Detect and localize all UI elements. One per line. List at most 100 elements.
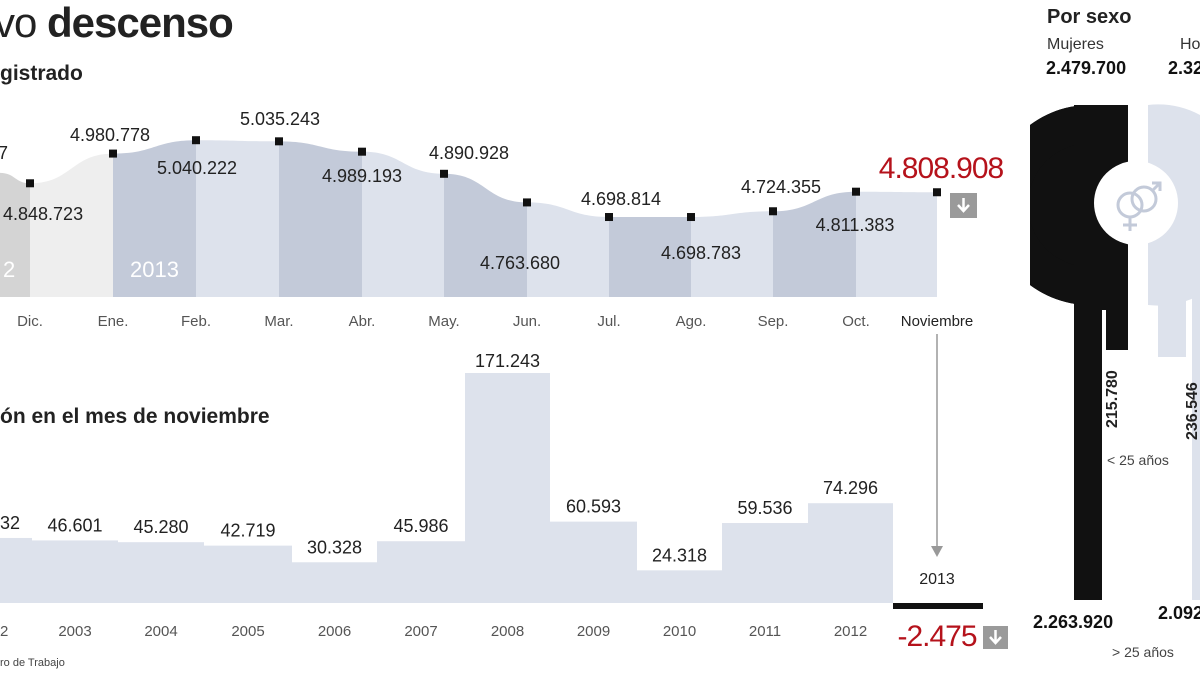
value-label-1: 4.980.778 (70, 125, 150, 145)
month-label-6: Jun. (513, 313, 541, 330)
bar-2 (118, 542, 204, 603)
over25-label: > 25 años (1112, 644, 1174, 660)
bar-8 (637, 570, 722, 603)
hombres-total: 2.32 (1168, 58, 1200, 78)
month-label-10: Oct. (842, 313, 870, 330)
bar-0 (0, 537, 32, 603)
hombres-over25: 2.092 (1158, 603, 1200, 623)
sex-graphic (1030, 104, 1200, 600)
down-arrow-icon (957, 198, 970, 213)
bar-11 (893, 603, 983, 609)
year-category-10: 2012 (834, 623, 867, 640)
point-marker-4 (358, 147, 366, 156)
mujeres-over25-bar (1074, 295, 1102, 600)
mujeres-over25: 2.263.920 (1033, 612, 1114, 632)
year-category-2: 2004 (144, 623, 177, 640)
headline-light: vo (0, 0, 37, 46)
bar-value-label-11: -2.475 (897, 620, 976, 653)
month-label-5: May. (428, 313, 459, 330)
value-label-0: 4.848.723 (3, 204, 83, 224)
year-label-0: 2 (3, 257, 15, 282)
mujeres-total: 2.479.700 (1046, 58, 1127, 78)
headline-bold: descenso (47, 0, 234, 46)
bar-value-label-0: 32 (0, 513, 20, 533)
area-band-8 (609, 217, 691, 297)
year-category-8: 2010 (663, 623, 696, 640)
bar-value-label-6: 171.243 (475, 351, 540, 371)
mujeres-label: Mujeres (1047, 36, 1104, 53)
down-arrow-icon-bottom (989, 630, 1002, 645)
month-label-9: Sep. (758, 313, 789, 330)
month-label-0: Dic. (17, 313, 43, 330)
value-label-5: 4.890.928 (429, 143, 509, 163)
bar-value-label-4: 30.328 (307, 537, 362, 557)
bar-1 (32, 540, 118, 603)
hombres-over25-bar (1192, 295, 1200, 600)
month-label-8: Ago. (676, 313, 707, 330)
area-band-1 (30, 153, 113, 297)
area-band-11 (856, 191, 937, 297)
area-band-5 (362, 151, 444, 297)
area-band-6 (444, 173, 527, 297)
bar-value-label-8: 24.318 (652, 545, 707, 565)
hombres-label: Ho (1180, 36, 1200, 53)
year-category-5: 2007 (404, 623, 437, 640)
value-label-3: 5.035.243 (240, 109, 320, 129)
headline: vo descenso (0, 0, 234, 46)
year-category-7: 2009 (577, 623, 610, 640)
bar-value-label-10: 74.296 (823, 478, 878, 498)
mujeres-ring (1030, 105, 1090, 305)
mujeres-under25-bar (1106, 295, 1128, 350)
year-category-0: 2 (0, 623, 8, 640)
highlight-value: 4.808.908 (879, 152, 1004, 185)
mujeres-under25: 215.780 (1104, 370, 1121, 428)
month-label-3: Mar. (264, 313, 293, 330)
point-marker-0 (26, 179, 34, 188)
point-marker-1 (109, 149, 117, 158)
year-category-11: 2013 (919, 571, 955, 588)
area-band-2 (113, 140, 196, 297)
month-label-1: Ene. (98, 313, 129, 330)
bar-value-label-9: 59.536 (737, 498, 792, 518)
point-marker-5 (440, 169, 448, 178)
bar-10 (808, 503, 893, 603)
bar-value-label-2: 45.280 (133, 517, 188, 537)
area-band-0 (0, 172, 30, 297)
value-label-partial: 7 (0, 143, 8, 163)
year-category-1: 2003 (58, 623, 91, 640)
value-label-6: 4.763.680 (480, 253, 560, 273)
sex-panel-title: Por sexo (1047, 6, 1132, 28)
area-band-10 (773, 191, 856, 297)
area-band-9 (691, 211, 773, 297)
year-category-3: 2005 (231, 623, 264, 640)
value-label-2: 5.040.222 (157, 158, 237, 178)
bar-9 (722, 523, 808, 603)
bar-value-label-5: 45.986 (393, 516, 448, 536)
under25-label: < 25 años (1107, 452, 1169, 468)
bar-7 (550, 521, 637, 603)
year-category-6: 2008 (491, 623, 524, 640)
value-label-10: 4.811.383 (816, 215, 895, 235)
year-category-9: 2011 (749, 623, 781, 640)
hombres-under25-bar (1158, 295, 1186, 357)
area-band-7 (527, 202, 609, 297)
bar-3 (204, 545, 292, 603)
bar-value-label-1: 46.601 (47, 515, 102, 535)
point-marker-11 (933, 188, 941, 197)
month-label-4: Abr. (349, 313, 376, 330)
point-marker-10 (852, 187, 860, 196)
bar-5 (377, 541, 465, 603)
point-marker-6 (523, 198, 531, 207)
bar-6 (465, 373, 550, 603)
area-band-4 (279, 141, 362, 297)
year-category-4: 2006 (318, 623, 351, 640)
year-label-1: 2013 (130, 257, 179, 282)
connector-arrow-icon (931, 546, 943, 557)
value-label-9: 4.724.355 (741, 177, 821, 197)
month-label-2: Feb. (181, 313, 211, 330)
gender-symbols-icon (1116, 181, 1162, 231)
hombres-under25: 236.546 (1184, 382, 1200, 440)
point-marker-9 (769, 207, 777, 216)
bar-value-label-3: 42.719 (220, 521, 275, 541)
